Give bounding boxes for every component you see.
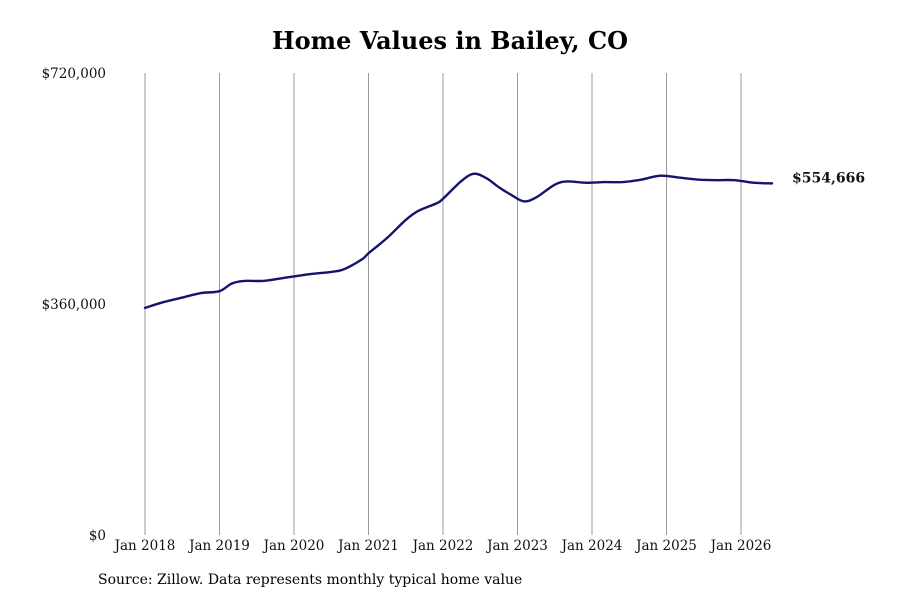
x-tick-label: Jan 2023	[485, 538, 548, 554]
y-tick-label: $720,000	[42, 66, 106, 82]
x-tick-label: Jan 2018	[113, 538, 176, 554]
home-value-line	[143, 172, 774, 310]
y-axis-ticks: $0 $360,000 $720,000	[42, 66, 106, 544]
y-tick-label: $0	[89, 528, 106, 544]
source-note: Source: Zillow. Data represents monthly …	[98, 572, 523, 588]
y-tick-label: $360,000	[42, 297, 106, 313]
chart-title: Home Values in Bailey, CO	[271, 26, 628, 55]
x-tick-label: Jan 2020	[262, 538, 325, 554]
x-tick-label: Jan 2025	[634, 538, 697, 554]
x-tick-label: Jan 2019	[187, 538, 250, 554]
x-tick-label: Jan 2024	[560, 538, 623, 554]
x-tick-label: Jan 2026	[709, 538, 772, 554]
x-tick-label: Jan 2022	[411, 538, 474, 554]
x-tick-label: Jan 2021	[336, 538, 399, 554]
x-axis-ticks: Jan 2018 Jan 2019 Jan 2020 Jan 2021 Jan 2022…	[113, 538, 772, 554]
latest-value-label: $554,666	[792, 170, 865, 186]
gridlines	[144, 73, 742, 535]
